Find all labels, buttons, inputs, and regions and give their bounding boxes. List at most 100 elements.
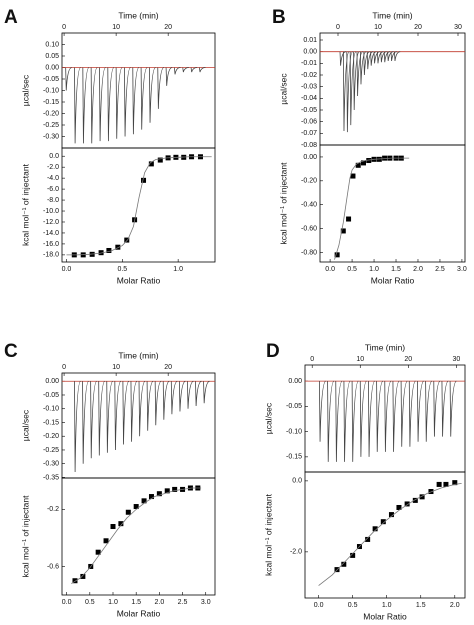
data-point xyxy=(172,486,178,492)
x-axis-label: Time (min) xyxy=(118,10,158,20)
x-tick-label: 20 xyxy=(404,356,412,363)
data-point xyxy=(110,524,116,530)
x-tick-label: 20 xyxy=(164,24,172,31)
y-axis-label: kcal mol⁻¹ of injectant xyxy=(263,493,273,576)
x-tick-label: 3.0 xyxy=(457,266,467,273)
injection-peak xyxy=(162,380,170,420)
x-axis-label: Molar Ratio xyxy=(371,275,415,285)
y-tick-label: -0.05 xyxy=(301,107,317,114)
data-point xyxy=(452,480,458,486)
x-tick-label: 1.0 xyxy=(108,599,118,606)
x-axis-label: Time (min) xyxy=(118,350,158,360)
plot-frame xyxy=(61,147,216,263)
injection-peak xyxy=(335,380,343,462)
y-tick-label: 0.0 xyxy=(49,153,59,160)
y-tick-label: -0.6 xyxy=(47,563,59,570)
injection-peak xyxy=(408,380,417,447)
injection-peak xyxy=(165,67,173,86)
injection-peak xyxy=(380,51,387,63)
injection-peak xyxy=(417,380,425,442)
injection-peak xyxy=(433,380,441,437)
y-tick-label: 0.0 xyxy=(292,478,302,485)
y-tick-label: -0.25 xyxy=(43,122,59,129)
injection-peak xyxy=(349,51,357,126)
injection-peak xyxy=(115,67,123,139)
x-tick-label: 0.0 xyxy=(314,602,324,609)
injection-peak xyxy=(138,380,146,437)
injection-peak xyxy=(149,67,156,123)
x-tick-label: 0.0 xyxy=(325,266,335,273)
data-point xyxy=(366,158,372,164)
injection-peak xyxy=(178,380,186,412)
y-tick-label: -0.20 xyxy=(43,110,59,117)
injection-peak xyxy=(370,51,377,66)
panel-label: B xyxy=(272,7,286,28)
y-tick-label: -14.0 xyxy=(43,230,59,237)
injection-peak xyxy=(351,380,359,462)
y-tick-label: -0.80 xyxy=(301,249,317,256)
y-tick-label: -2.0 xyxy=(47,164,59,171)
data-point xyxy=(372,526,378,532)
injection-peak xyxy=(114,380,122,450)
data-point xyxy=(428,489,434,495)
data-point xyxy=(118,521,124,527)
y-tick-label: -0.07 xyxy=(301,130,317,137)
data-point xyxy=(80,573,86,579)
x-tick-label: 0 xyxy=(62,24,66,31)
x-axis-label: Molar Ratio xyxy=(117,275,161,285)
y-tick-label: -0.08 xyxy=(301,142,317,149)
injection-peak xyxy=(339,51,346,66)
data-point xyxy=(141,177,147,183)
injection-peak xyxy=(190,67,198,73)
x-tick-label: 2.5 xyxy=(178,599,188,606)
y-tick-label: -0.15 xyxy=(286,454,302,461)
y-tick-label: -0.05 xyxy=(43,392,59,399)
injection-peak xyxy=(346,51,353,133)
injection-peak xyxy=(441,380,449,437)
y-tick-label: -10.0 xyxy=(43,208,59,215)
injection-peak xyxy=(65,67,72,91)
fit-curve xyxy=(334,157,410,260)
x-tick-label: 2.0 xyxy=(154,599,164,606)
data-point xyxy=(436,481,442,487)
x-tick-label: 20 xyxy=(164,364,172,371)
data-point xyxy=(115,244,121,250)
injection-peak xyxy=(343,380,351,462)
data-point xyxy=(148,161,154,167)
fit-curve xyxy=(71,487,202,584)
x-tick-label: 30 xyxy=(454,24,462,31)
data-point xyxy=(106,247,112,253)
y-tick-label: -2.0 xyxy=(290,549,302,556)
y-tick-label: 0.00 xyxy=(45,64,59,71)
y-tick-label: -0.15 xyxy=(43,99,59,106)
y-tick-label: 0.05 xyxy=(45,53,59,60)
plot-frame xyxy=(319,144,466,263)
data-point xyxy=(361,160,366,166)
y-tick-label: -0.60 xyxy=(301,225,317,232)
data-point xyxy=(334,252,340,258)
y-tick-label: -0.2 xyxy=(47,506,59,513)
data-point xyxy=(404,501,410,507)
x-tick-label: 30 xyxy=(452,356,460,363)
y-tick-label: 0.01 xyxy=(303,37,317,44)
y-tick-label: -16.0 xyxy=(43,241,59,248)
data-point xyxy=(340,228,346,234)
y-axis-label: kcal mol⁻¹ of injectant xyxy=(20,163,30,246)
data-point xyxy=(157,157,163,163)
injection-peak xyxy=(400,380,408,447)
data-point xyxy=(124,237,130,243)
plot-frame xyxy=(304,471,466,599)
x-tick-label: 1.0 xyxy=(369,266,379,273)
injection-peak xyxy=(392,380,400,452)
y-axis-label: µcal/sec xyxy=(20,409,30,441)
data-point xyxy=(346,216,352,222)
x-tick-label: 10 xyxy=(374,24,382,31)
data-point xyxy=(412,497,418,503)
x-tick-label: 0 xyxy=(336,24,340,31)
injection-peak xyxy=(366,51,374,70)
injection-peak xyxy=(394,51,401,62)
injection-peak xyxy=(198,67,206,73)
injection-peak xyxy=(327,380,335,462)
y-tick-label: -8.0 xyxy=(47,197,59,204)
